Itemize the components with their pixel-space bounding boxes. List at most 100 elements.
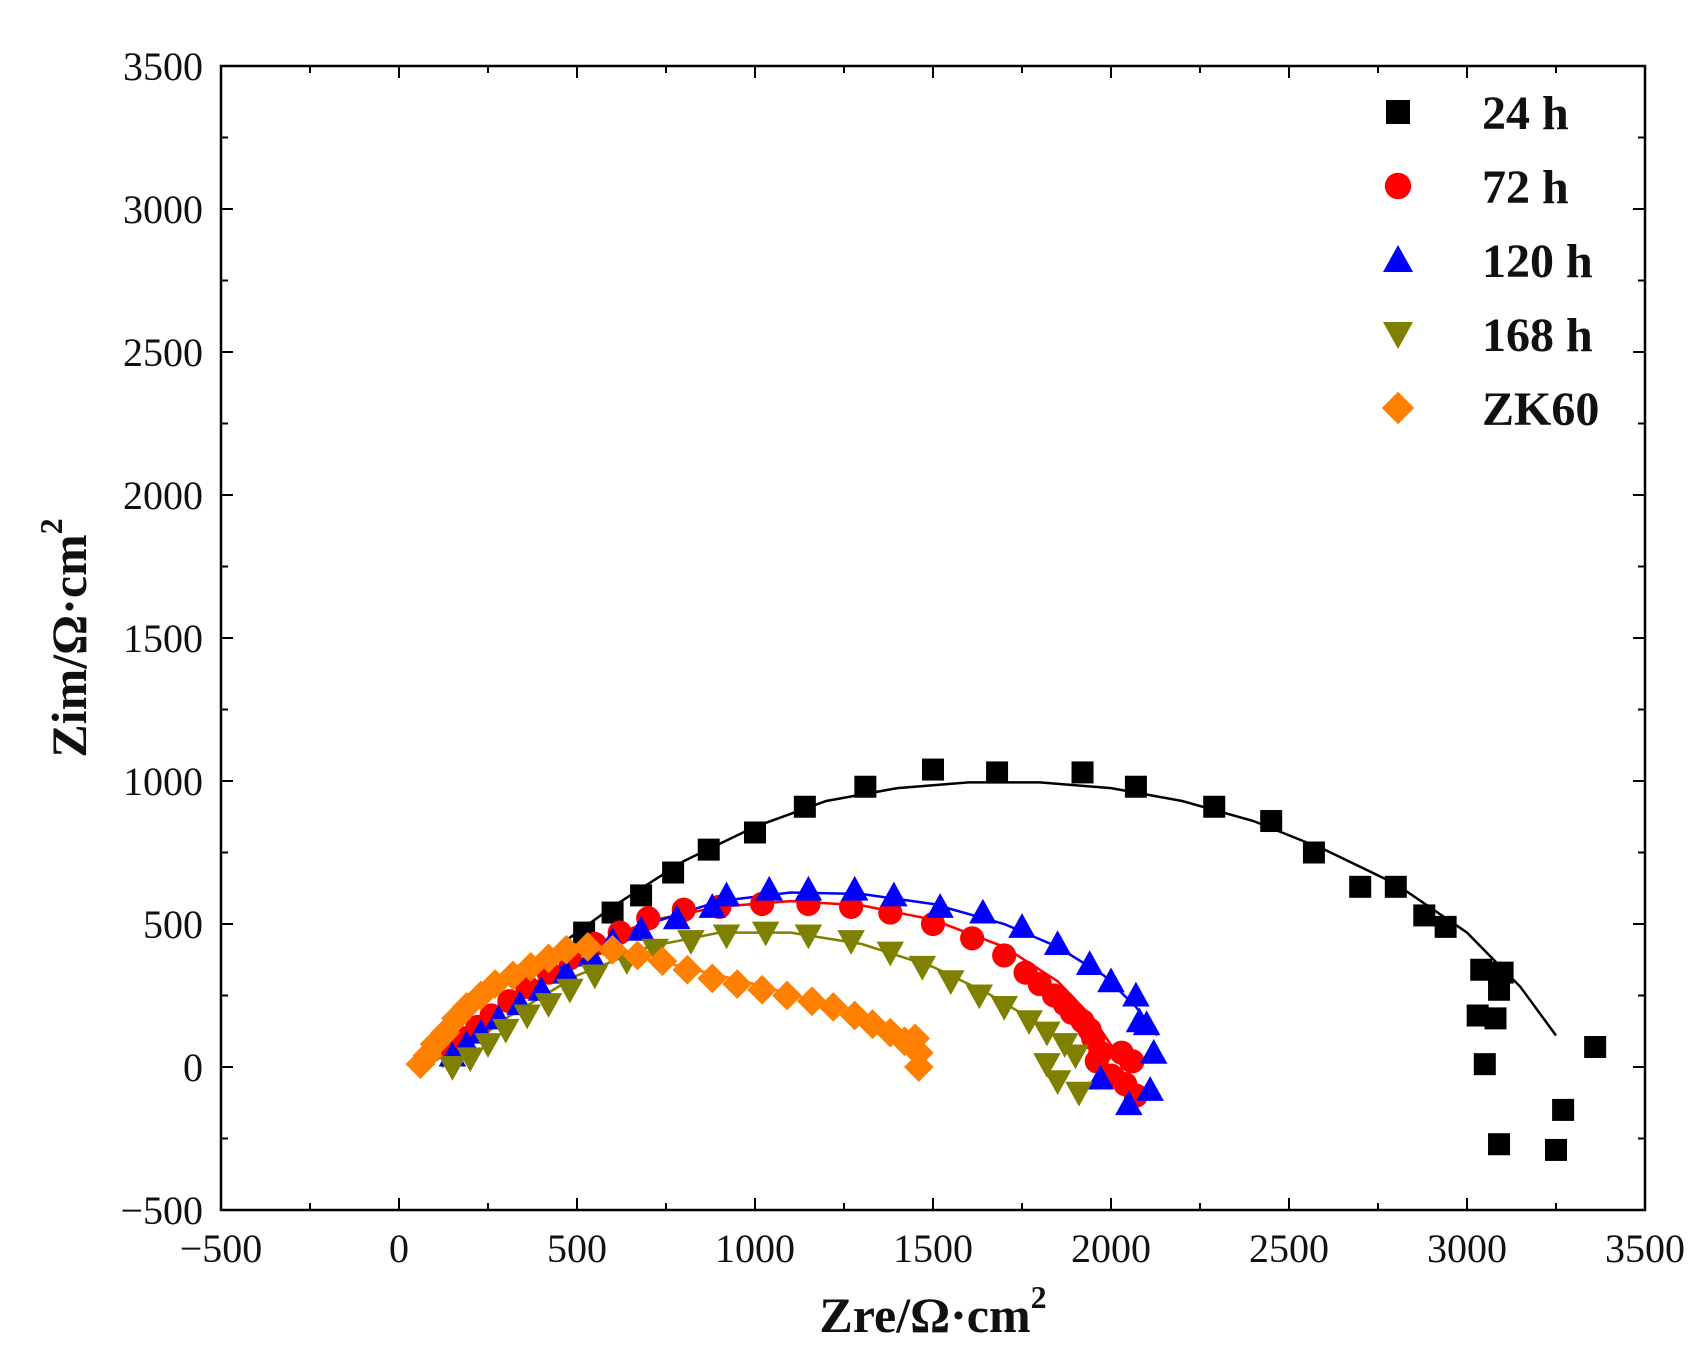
data-point bbox=[876, 941, 905, 967]
y-tick-label: 500 bbox=[143, 902, 203, 947]
data-point bbox=[1384, 875, 1407, 898]
data-point bbox=[744, 821, 766, 844]
x-tick-label: 0 bbox=[389, 1226, 409, 1271]
legend-marker-168-h bbox=[1383, 322, 1413, 349]
y-tick-label: 1000 bbox=[123, 759, 203, 804]
data-point bbox=[839, 1000, 870, 1031]
data-point bbox=[662, 861, 685, 884]
data-point bbox=[556, 978, 584, 1004]
x-tick-label: 500 bbox=[547, 1226, 607, 1271]
data-point bbox=[601, 901, 624, 924]
data-point bbox=[1132, 1010, 1161, 1036]
data-point bbox=[697, 838, 720, 861]
data-point bbox=[1075, 950, 1104, 976]
y-axis-title: Zim/Ω·cm2 bbox=[33, 518, 97, 757]
data-point bbox=[1097, 967, 1125, 993]
data-point bbox=[677, 930, 705, 955]
data-point bbox=[1488, 978, 1511, 1001]
data-point bbox=[513, 1004, 541, 1030]
data-point bbox=[662, 904, 691, 930]
data-point bbox=[1484, 1007, 1507, 1030]
legend-label: ZK60 bbox=[1482, 383, 1599, 436]
x-tick-label: 1000 bbox=[715, 1226, 795, 1271]
data-point bbox=[1061, 1044, 1090, 1070]
data-point bbox=[1065, 1081, 1093, 1107]
data-point bbox=[712, 924, 741, 950]
x-tick-label: 2500 bbox=[1249, 1226, 1329, 1271]
data-point bbox=[880, 881, 908, 907]
data-point bbox=[1109, 1040, 1134, 1065]
data-point bbox=[878, 900, 903, 925]
y-axis-title-sup: 2 bbox=[33, 518, 69, 534]
data-point bbox=[1139, 1038, 1168, 1064]
data-point bbox=[630, 884, 653, 907]
data-point bbox=[627, 915, 655, 941]
data-point bbox=[908, 955, 937, 981]
x-tick-label: 2000 bbox=[1071, 1226, 1151, 1271]
axis-ticks: −500 0 500 1000 1500 2000 2500 3000 3500 −500 0 500… bbox=[120, 44, 1685, 1271]
data-point bbox=[1584, 1035, 1607, 1058]
data-point bbox=[986, 761, 1009, 784]
data-point bbox=[1466, 1004, 1489, 1027]
data-point bbox=[1008, 913, 1036, 938]
data-point bbox=[515, 952, 546, 982]
data-point bbox=[992, 943, 1017, 968]
data-point bbox=[794, 924, 823, 950]
data-point bbox=[965, 984, 994, 1010]
x-tick-label: 3000 bbox=[1427, 1226, 1507, 1271]
data-point bbox=[712, 881, 741, 907]
data-point bbox=[969, 898, 997, 924]
legend-label: 168 h bbox=[1482, 309, 1593, 362]
data-point bbox=[1015, 1010, 1043, 1035]
data-point bbox=[1086, 1064, 1115, 1090]
data-point bbox=[797, 986, 827, 1017]
data-point bbox=[534, 993, 563, 1018]
legend-marker-72-h bbox=[1384, 172, 1412, 200]
data-point bbox=[1043, 930, 1072, 956]
y-tick-label: 0 bbox=[183, 1045, 203, 1090]
data-point bbox=[839, 894, 864, 919]
data-point bbox=[1124, 775, 1147, 798]
legend: 24 h 72 h 120 h 168 h ZK60 bbox=[1381, 87, 1599, 436]
data-point bbox=[1136, 1076, 1164, 1101]
data-point bbox=[441, 1003, 471, 1034]
legend-marker-zk60 bbox=[1381, 391, 1415, 425]
x-tick-label: −500 bbox=[180, 1226, 263, 1271]
data-point bbox=[1488, 1133, 1511, 1156]
data-point bbox=[990, 995, 1018, 1021]
x-axis-title-sup: 2 bbox=[1031, 1279, 1047, 1315]
data-point bbox=[533, 943, 564, 974]
data-point bbox=[837, 930, 865, 955]
x-tick-label: 3500 bbox=[1605, 1226, 1685, 1271]
data-point bbox=[551, 934, 582, 965]
data-point bbox=[1260, 810, 1283, 833]
data-point bbox=[1043, 1070, 1072, 1096]
data-point bbox=[622, 940, 653, 971]
data-point bbox=[793, 795, 816, 818]
y-tick-label: 2000 bbox=[123, 473, 203, 518]
x-axis-title: Zre/Ω·cm2 bbox=[819, 1279, 1046, 1343]
legend-marker-24-h bbox=[1386, 100, 1410, 124]
data-point bbox=[1473, 1053, 1496, 1076]
y-tick-label: −500 bbox=[120, 1188, 203, 1233]
axis-titles: Zre/Ω·cm2 Zim/Ω·cm2 bbox=[33, 518, 1047, 1343]
data-point bbox=[751, 921, 780, 947]
y-tick-label: 1500 bbox=[123, 616, 203, 661]
data-point bbox=[1491, 961, 1514, 984]
data-point bbox=[920, 911, 946, 937]
data-point bbox=[498, 960, 528, 991]
data-point bbox=[755, 875, 783, 901]
data-point bbox=[960, 926, 985, 951]
data-point bbox=[641, 938, 670, 964]
data-point bbox=[903, 1052, 934, 1082]
data-point bbox=[597, 934, 628, 965]
data-point bbox=[581, 964, 609, 990]
legend-label: 120 h bbox=[1482, 235, 1593, 288]
data-point bbox=[1203, 795, 1226, 818]
data-point bbox=[922, 758, 944, 781]
legend-label: 24 h bbox=[1482, 87, 1569, 140]
y-tick-label: 3500 bbox=[123, 44, 203, 89]
data-point bbox=[1122, 981, 1150, 1007]
data-point bbox=[647, 946, 678, 977]
